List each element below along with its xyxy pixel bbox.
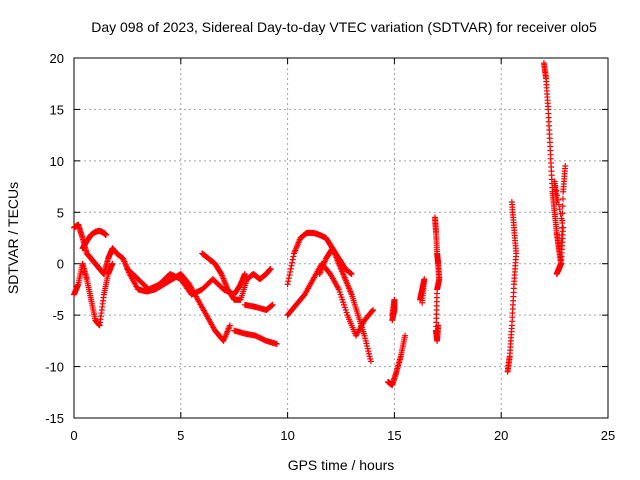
data-point (348, 271, 355, 277)
series-track-b (71, 260, 116, 329)
data-point (370, 307, 377, 313)
data-point (562, 163, 569, 169)
data-point-interp (558, 239, 565, 246)
y-tick-label: 5 (57, 205, 64, 220)
data-point (389, 312, 396, 319)
data-point (103, 231, 110, 238)
data-point-interp (285, 275, 292, 282)
data-point-interp (287, 268, 294, 275)
series-track-k (384, 332, 409, 389)
series-track-i (284, 260, 377, 339)
data-point (508, 199, 515, 205)
series-track-c (79, 227, 110, 252)
data-point (226, 322, 233, 329)
plot-frame (73, 57, 609, 419)
y-tick-label: 15 (50, 102, 64, 117)
y-tick-label: 10 (50, 154, 64, 169)
data-point-interp (559, 203, 566, 210)
series-track-l (389, 296, 398, 324)
grid-layer (74, 58, 608, 418)
data-point-interp (290, 253, 297, 260)
series-track-d (124, 265, 248, 298)
chart-title: Day 098 of 2023, Sidereal Day-to-day VTE… (91, 19, 597, 35)
data-points (71, 60, 569, 389)
series-track-o (504, 199, 520, 375)
x-axis-label: GPS time / hours (288, 457, 395, 473)
data-point-interp (289, 259, 296, 266)
y-tick-label: -15 (45, 411, 64, 426)
data-point (109, 260, 116, 267)
series-track-a (71, 221, 233, 344)
data-point (273, 340, 280, 347)
data-point-interp (369, 308, 376, 315)
data-point (367, 358, 374, 365)
data-point-interp (558, 253, 565, 260)
data-point (419, 299, 426, 306)
y-tick-label: 20 (50, 51, 64, 66)
x-tick-label: 10 (280, 428, 294, 443)
axis-ticks: 0 5 10 15 20 25 -15 -10 -5 0 5 10 15 20 (45, 51, 615, 443)
data-point-interp (288, 262, 295, 269)
x-tick-label: 25 (601, 428, 615, 443)
data-point (284, 281, 291, 288)
data-point (558, 260, 565, 267)
series-track-g (241, 301, 276, 313)
data-point-interp (285, 278, 292, 285)
y-tick-label: -5 (52, 308, 64, 323)
data-point-interp (556, 206, 563, 213)
series-track-m (417, 276, 428, 306)
data-point (553, 199, 560, 205)
x-tick-label: 20 (494, 428, 508, 443)
data-point-interp (286, 272, 293, 279)
x-tick-label: 0 (70, 428, 77, 443)
data-point-interp (558, 231, 565, 238)
data-point (402, 332, 409, 339)
y-tick-label: 0 (57, 257, 64, 272)
series-track-q (553, 163, 569, 277)
data-point (435, 322, 442, 329)
x-tick-label: 5 (177, 428, 184, 443)
data-point-interp (559, 210, 566, 217)
data-point-interp (287, 265, 294, 272)
series-track-f (231, 327, 280, 347)
data-point (269, 301, 276, 308)
data-point-interp (289, 256, 296, 263)
data-point-interp (559, 195, 566, 202)
y-axis-label: SDTVAR / TECUs (5, 182, 21, 294)
series-track-n (431, 214, 443, 344)
data-point (267, 265, 274, 272)
series-track-e (199, 250, 274, 303)
data-point-interp (559, 217, 566, 224)
data-point (241, 271, 248, 277)
series-track-j (316, 245, 355, 277)
data-point-interp (559, 224, 566, 231)
y-tick-label: -10 (45, 360, 64, 375)
data-point-interp (558, 246, 565, 253)
x-tick-label: 15 (387, 428, 401, 443)
